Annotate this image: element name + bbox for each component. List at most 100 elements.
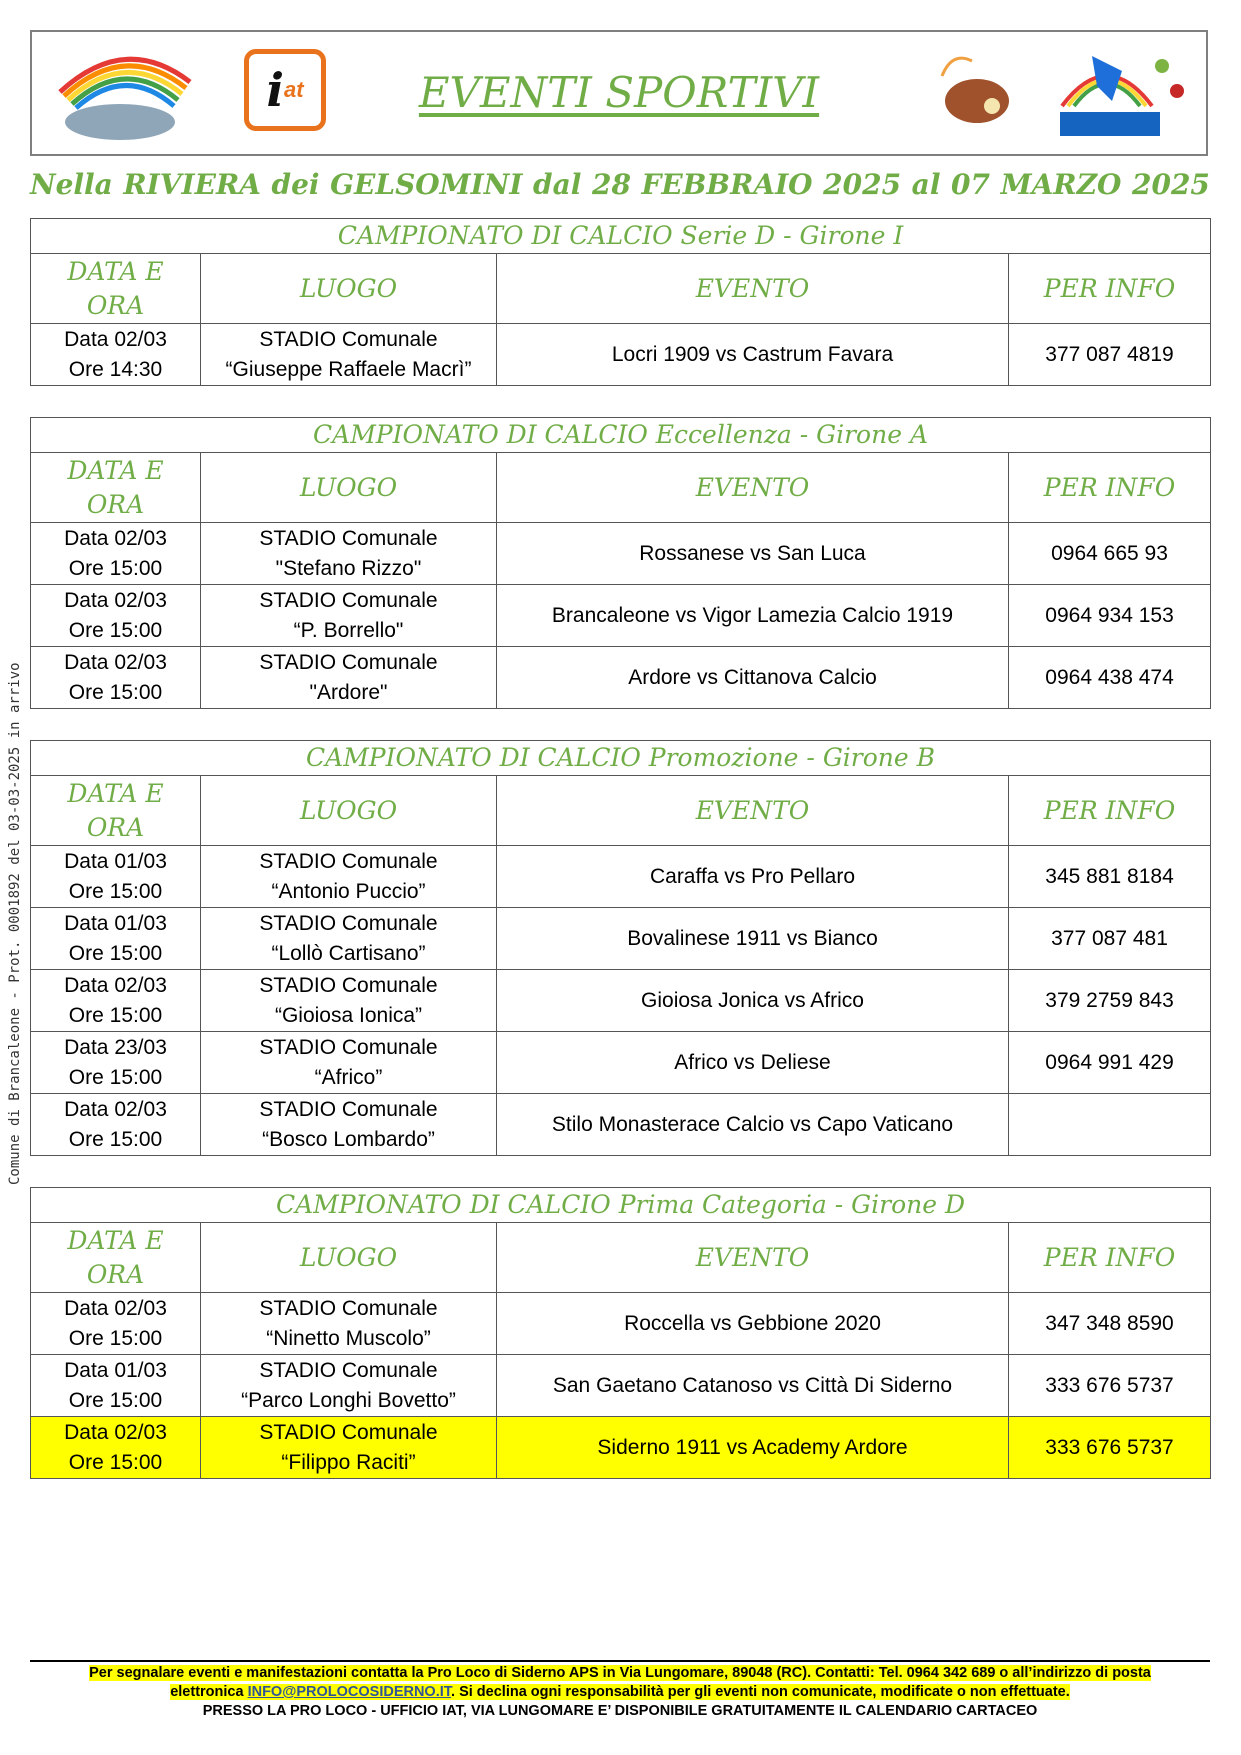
date-cell: Data 01/03 Ore 15:00 — [30, 907, 201, 970]
col-header-date-line1: DATA E — [67, 778, 164, 808]
col-header-info: PER INFO — [1008, 1222, 1211, 1293]
event-date: Data 02/03 — [64, 327, 167, 351]
venue-name: “P. Borrello" — [293, 618, 404, 642]
events-table: CAMPIONATO DI CALCIO Prima Categoria - G… — [30, 1187, 1211, 1479]
event-cell: San Gaetano Catanoso vs Città Di Siderno — [496, 1354, 1009, 1417]
info-phone: 0964 438 474 — [1007, 646, 1212, 709]
info-phone: 333 676 5737 — [1008, 1416, 1211, 1479]
subtitle-word: 28 — [591, 168, 631, 201]
event-date: Data 01/03 — [64, 911, 167, 935]
event-cell: Africo vs Deliese — [496, 1031, 1009, 1094]
subtitle-word: al — [911, 168, 941, 201]
venue-name: "Ardore" — [309, 680, 388, 704]
subtitle-word: RIVIERA — [123, 168, 261, 201]
place-cell: STADIO Comunale “Africo” — [200, 1031, 497, 1094]
col-header-event: EVENTO — [496, 1222, 1009, 1293]
table-row: Data 02/03 Ore 15:00 STADIO Comunale "Stefa… — [30, 522, 1212, 585]
col-header-date: DATA E ORA — [30, 452, 201, 523]
col-header-info: PER INFO — [1007, 775, 1212, 846]
venue-name: “Antonio Puccio” — [271, 879, 426, 903]
table-row: Data 02/03 Ore 14:30 STADIO Comunale “Giuse… — [30, 323, 1211, 386]
place-cell: STADIO Comunale “Antonio Puccio” — [200, 845, 497, 908]
event-time: Ore 14:30 — [68, 357, 163, 381]
unpli-logo — [1060, 56, 1184, 136]
column-header-row: DATA E ORA LUOGO EVENTO PER INFO — [30, 452, 1212, 523]
table-row: Data 23/03 Ore 15:00 STADIO Comunale “Afric… — [30, 1031, 1212, 1094]
date-cell: Data 02/03 Ore 15:00 — [30, 1292, 201, 1355]
col-header-place: LUOGO — [200, 775, 497, 846]
date-cell: Data 02/03 Ore 15:00 — [30, 1416, 201, 1479]
event-time: Ore 15:00 — [68, 1003, 163, 1027]
table-row: Data 01/03 Ore 15:00 STADIO Comunale “Parco… — [30, 1354, 1211, 1417]
date-cell: Data 01/03 Ore 15:00 — [30, 1354, 201, 1417]
venue-name: “Ninetto Muscolo” — [266, 1326, 431, 1350]
event-date: Data 02/03 — [64, 973, 167, 997]
venue-name: “Africo” — [314, 1065, 383, 1089]
venue-type: STADIO Comunale — [259, 1358, 438, 1382]
venue-type: STADIO Comunale — [259, 1296, 438, 1320]
subtitle-word: GELSOMINI — [330, 168, 523, 201]
date-cell: Data 02/03 Ore 15:00 — [30, 584, 201, 647]
col-header-date: DATA E ORA — [30, 775, 201, 846]
subtitle-word: Nella — [30, 168, 113, 201]
place-cell: STADIO Comunale "Stefano Rizzo" — [200, 522, 497, 585]
footer-line-2-post: . Si declina ogni responsabilità per gli… — [451, 1684, 1070, 1700]
footer-line-2-pre: elettronica — [170, 1684, 248, 1700]
event-cell: Gioiosa Jonica vs Africo — [496, 969, 1009, 1032]
footer-email-link[interactable]: INFO@PROLOCOSIDERNO.IT — [247, 1684, 452, 1700]
venue-name: “Giuseppe Raffaele Macrì” — [225, 357, 472, 381]
protocol-watermark: Comune di Brancaleone - Prot. 0001892 de… — [7, 662, 23, 1185]
col-header-event: EVENTO — [496, 253, 1009, 324]
venue-name: “Parco Longhi Bovetto” — [241, 1388, 456, 1412]
col-header-date: DATA E ORA — [30, 253, 201, 324]
event-date: Data 02/03 — [64, 526, 167, 550]
date-cell: Data 23/03 Ore 15:00 — [30, 1031, 201, 1094]
subtitle-word: dal — [533, 168, 582, 201]
column-header-row: DATA E ORA LUOGO EVENTO PER INFO — [30, 253, 1211, 324]
event-time: Ore 15:00 — [68, 556, 163, 580]
place-cell: STADIO Comunale “Filippo Raciti” — [200, 1416, 497, 1479]
date-range-subtitle: Nella RIVIERA dei GELSOMINI dal 28 FEBBRAIO 202… — [30, 168, 1210, 201]
header-box: i at EVENTI SPORTIVI — [30, 30, 1208, 156]
event-cell: Rossanese vs San Luca — [496, 522, 1009, 585]
event-cell: Stilo Monasterace Calcio vs Capo Vatican… — [496, 1093, 1009, 1156]
info-phone — [1007, 1093, 1212, 1156]
col-header-place: LUOGO — [200, 253, 497, 324]
events-table: CAMPIONATO DI CALCIO Promozione - Girone… — [29, 740, 1212, 1156]
table-row: Data 02/03 Ore 15:00 STADIO Comunale “Gioio… — [30, 969, 1212, 1032]
table-row: Data 02/03 Ore 15:00 STADIO Comunale “Ninet… — [30, 1292, 1211, 1355]
col-header-place: LUOGO — [200, 1222, 497, 1293]
col-header-event: EVENTO — [496, 452, 1009, 523]
date-cell: Data 02/03 Ore 15:00 — [30, 1093, 201, 1156]
event-time: Ore 15:00 — [68, 879, 163, 903]
subtitle-word: 2025 — [823, 168, 902, 201]
place-cell: STADIO Comunale "Ardore" — [200, 646, 497, 709]
venue-type: STADIO Comunale — [259, 327, 438, 351]
venue-type: STADIO Comunale — [259, 911, 438, 935]
column-header-row: DATA E ORA LUOGO EVENTO PER INFO — [30, 775, 1212, 846]
venue-name: “Bosco Lombardo” — [262, 1127, 435, 1151]
event-date: Data 02/03 — [64, 588, 167, 612]
iat-logo: i at — [244, 49, 326, 131]
col-header-date-line1: DATA E — [67, 1225, 164, 1255]
venue-type: STADIO Comunale — [259, 973, 438, 997]
event-date: Data 02/03 — [64, 650, 167, 674]
col-header-date-line1: DATA E — [67, 455, 164, 485]
table-row: Data 02/03 Ore 15:00 STADIO Comunale "Ardor… — [30, 646, 1212, 709]
col-header-info: PER INFO — [1008, 253, 1211, 324]
date-cell: Data 02/03 Ore 14:30 — [30, 323, 201, 386]
event-time: Ore 15:00 — [68, 680, 163, 704]
venue-type: STADIO Comunale — [259, 1097, 438, 1121]
venue-type: STADIO Comunale — [259, 650, 438, 674]
event-cell: Ardore vs Cittanova Calcio — [496, 646, 1009, 709]
subtitle-word: FEBBRAIO — [641, 168, 813, 201]
table-title: CAMPIONATO DI CALCIO Serie D - Girone I — [30, 218, 1211, 254]
venue-type: STADIO Comunale — [259, 1420, 438, 1444]
place-cell: STADIO Comunale “Gioiosa Ionica” — [200, 969, 497, 1032]
iat-logo-at: at — [283, 77, 304, 102]
table-row: Data 01/03 Ore 15:00 STADIO Comunale “Anton… — [30, 845, 1212, 908]
page-title: EVENTI SPORTIVI — [418, 68, 820, 117]
subtitle-word: 2025 — [1131, 168, 1210, 201]
event-date: Data 02/03 — [64, 1420, 167, 1444]
